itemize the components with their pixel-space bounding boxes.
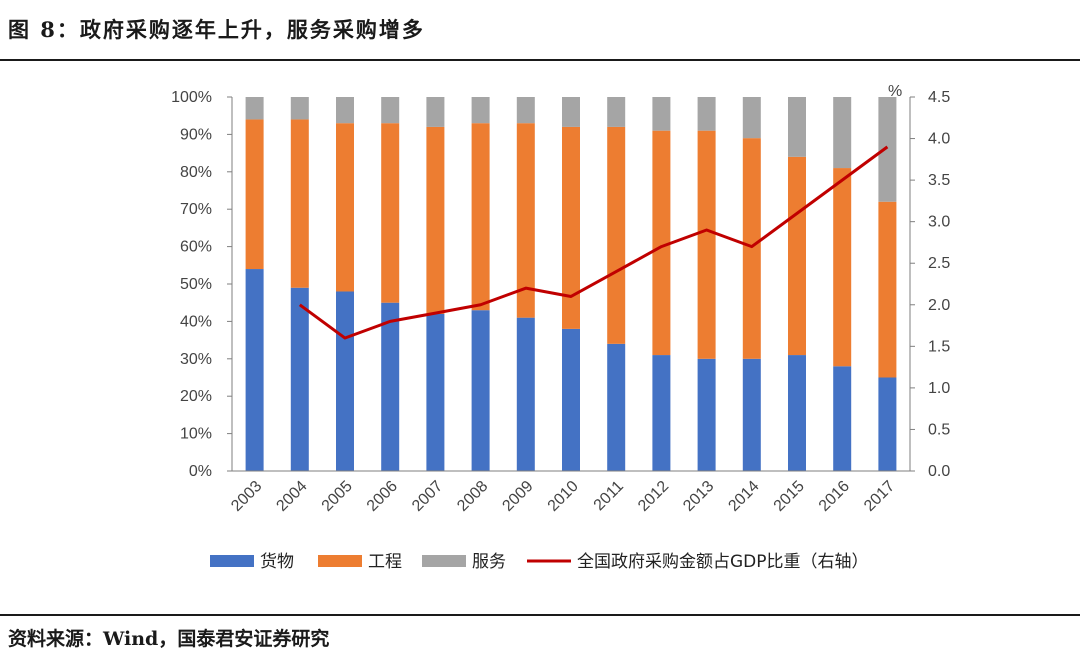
bar-services-2006 bbox=[381, 97, 400, 124]
legend-services-swatch bbox=[422, 555, 466, 567]
right-tick-label: 2.5 bbox=[928, 255, 950, 272]
bar-services-2011 bbox=[607, 97, 626, 127]
bar-engineering-2003 bbox=[245, 119, 264, 270]
right-tick-label: 3.0 bbox=[928, 214, 950, 231]
x-tick-label: 2012 bbox=[635, 478, 672, 515]
bar-services-2008 bbox=[471, 97, 490, 124]
bar-goods-2008 bbox=[471, 310, 490, 471]
bar-services-2013 bbox=[697, 97, 716, 131]
bar-engineering-2013 bbox=[697, 130, 716, 359]
bar-goods-2003 bbox=[245, 269, 264, 471]
bar-goods-2013 bbox=[697, 358, 716, 471]
bar-engineering-2009 bbox=[516, 123, 535, 318]
bottom-divider bbox=[0, 614, 1080, 616]
left-tick-label: 60% bbox=[180, 239, 212, 256]
bar-services-2003 bbox=[245, 97, 264, 120]
left-tick-label: 20% bbox=[180, 388, 212, 405]
right-axis-unit: % bbox=[888, 83, 902, 100]
right-tick-label: 2.0 bbox=[928, 297, 950, 314]
bar-goods-2015 bbox=[788, 355, 806, 471]
bar-services-2010 bbox=[562, 97, 580, 127]
legend-engineering-swatch bbox=[318, 555, 362, 567]
figure-title: 图 8：政府采购逐年上升，服务采购增多 bbox=[8, 17, 425, 42]
left-tick-label: 90% bbox=[180, 126, 212, 143]
bar-engineering-2012 bbox=[652, 130, 671, 356]
x-tick-label: 2003 bbox=[228, 478, 265, 515]
bar-services-2009 bbox=[516, 97, 535, 124]
x-tick-label: 2008 bbox=[454, 478, 491, 515]
bar-goods-2006 bbox=[381, 302, 400, 471]
bar-engineering-2014 bbox=[742, 138, 761, 359]
bar-services-2014 bbox=[742, 97, 761, 139]
left-tick-label: 50% bbox=[180, 276, 212, 293]
left-tick-label: 0% bbox=[189, 463, 212, 480]
bar-services-2007 bbox=[426, 97, 445, 127]
left-tick-label: 80% bbox=[180, 164, 212, 181]
bar-engineering-2011 bbox=[607, 126, 626, 344]
bar-services-2004 bbox=[290, 97, 309, 120]
left-tick-label: 30% bbox=[180, 351, 212, 368]
bar-services-2005 bbox=[336, 97, 354, 124]
x-tick-label: 2006 bbox=[364, 478, 401, 515]
bar-goods-2014 bbox=[742, 358, 761, 471]
stacked-bar-line-chart: 0% 10% 20% 30% 40% 50% 60% 70% 80% 90% 100% 0.0 0.5 1… bbox=[171, 83, 950, 572]
x-tick-label: 2010 bbox=[545, 478, 582, 515]
bar-engineering-2004 bbox=[290, 119, 309, 288]
left-tick-label: 40% bbox=[180, 313, 212, 330]
left-tick-label: 100% bbox=[171, 89, 212, 106]
bar-engineering-2010 bbox=[562, 126, 580, 329]
bar-goods-2011 bbox=[607, 343, 626, 471]
bar-goods-2017 bbox=[878, 377, 897, 471]
legend-goods-label: 货物 bbox=[260, 552, 294, 572]
bar-services-2012 bbox=[652, 97, 671, 131]
x-tick-label: 2017 bbox=[861, 478, 898, 515]
right-tick-label: 1.0 bbox=[928, 380, 950, 397]
right-tick-label: 4.0 bbox=[928, 131, 950, 148]
x-tick-label: 2013 bbox=[680, 478, 717, 515]
bar-goods-2009 bbox=[516, 317, 535, 471]
x-tick-label: 2016 bbox=[816, 478, 853, 515]
right-tick-label: 3.5 bbox=[928, 172, 950, 189]
top-divider bbox=[0, 59, 1080, 61]
bar-engineering-2006 bbox=[381, 123, 400, 303]
bar-goods-2012 bbox=[652, 355, 671, 471]
right-tick-label: 1.5 bbox=[928, 338, 950, 355]
right-tick-label: 4.5 bbox=[928, 89, 950, 106]
legend-gdp-share-label: 全国政府采购金额占GDP比重（右轴） bbox=[577, 552, 869, 572]
legend-engineering-label: 工程 bbox=[368, 552, 402, 572]
bar-goods-2007 bbox=[426, 313, 445, 471]
legend-services-label: 服务 bbox=[472, 552, 506, 572]
bar-services-2015 bbox=[788, 97, 806, 157]
bar-engineering-2007 bbox=[426, 126, 445, 314]
legend-goods-swatch bbox=[210, 555, 254, 567]
left-tick-label: 70% bbox=[180, 201, 212, 218]
left-tick-label: 10% bbox=[180, 426, 212, 443]
bar-engineering-2017 bbox=[878, 201, 897, 378]
gdp-share-line bbox=[298, 145, 889, 340]
bar-engineering-2016 bbox=[833, 168, 852, 367]
bar-engineering-2005 bbox=[336, 123, 354, 292]
bar-engineering-2015 bbox=[788, 156, 806, 356]
right-tick-label: 0.5 bbox=[928, 421, 950, 438]
bar-goods-2005 bbox=[336, 291, 354, 471]
right-tick-label: 0.0 bbox=[928, 463, 950, 480]
x-tick-label: 2005 bbox=[319, 478, 356, 515]
bar-goods-2004 bbox=[290, 287, 309, 471]
x-tick-label: 2015 bbox=[771, 478, 808, 515]
bar-goods-2016 bbox=[833, 366, 852, 471]
bar-engineering-2008 bbox=[471, 123, 490, 311]
bar-goods-2010 bbox=[562, 328, 580, 471]
x-tick-label: 2014 bbox=[725, 478, 762, 515]
x-tick-label: 2007 bbox=[409, 478, 446, 515]
x-tick-label: 2009 bbox=[499, 478, 536, 515]
source-note: 资料来源：Wind，国泰君安证券研究 bbox=[8, 628, 330, 650]
x-tick-label: 2011 bbox=[591, 478, 627, 514]
bar-services-2016 bbox=[833, 97, 852, 169]
x-tick-label: 2004 bbox=[273, 478, 310, 515]
bar-services-2017 bbox=[878, 97, 897, 202]
